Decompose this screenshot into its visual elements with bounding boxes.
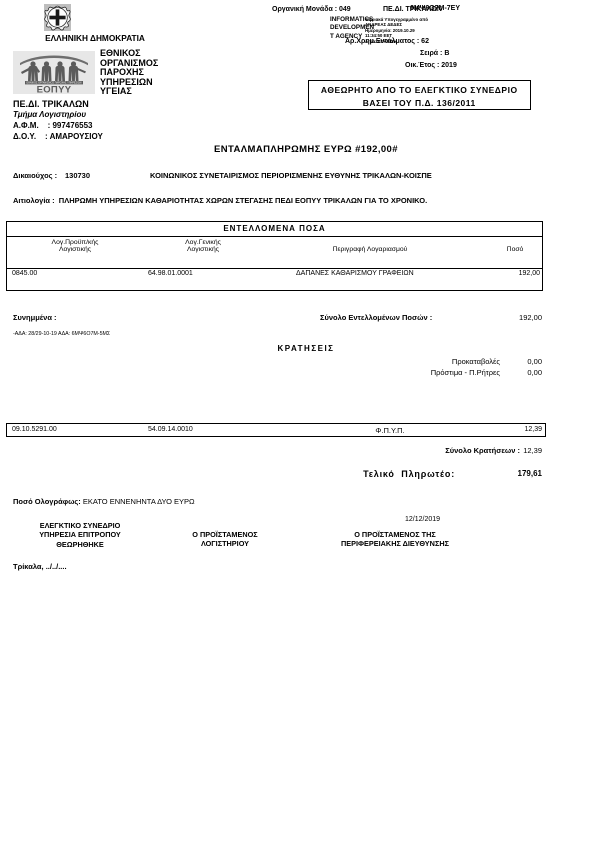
svg-text:ΕΟΠΥΥ: ΕΟΠΥΥ [37,85,72,95]
